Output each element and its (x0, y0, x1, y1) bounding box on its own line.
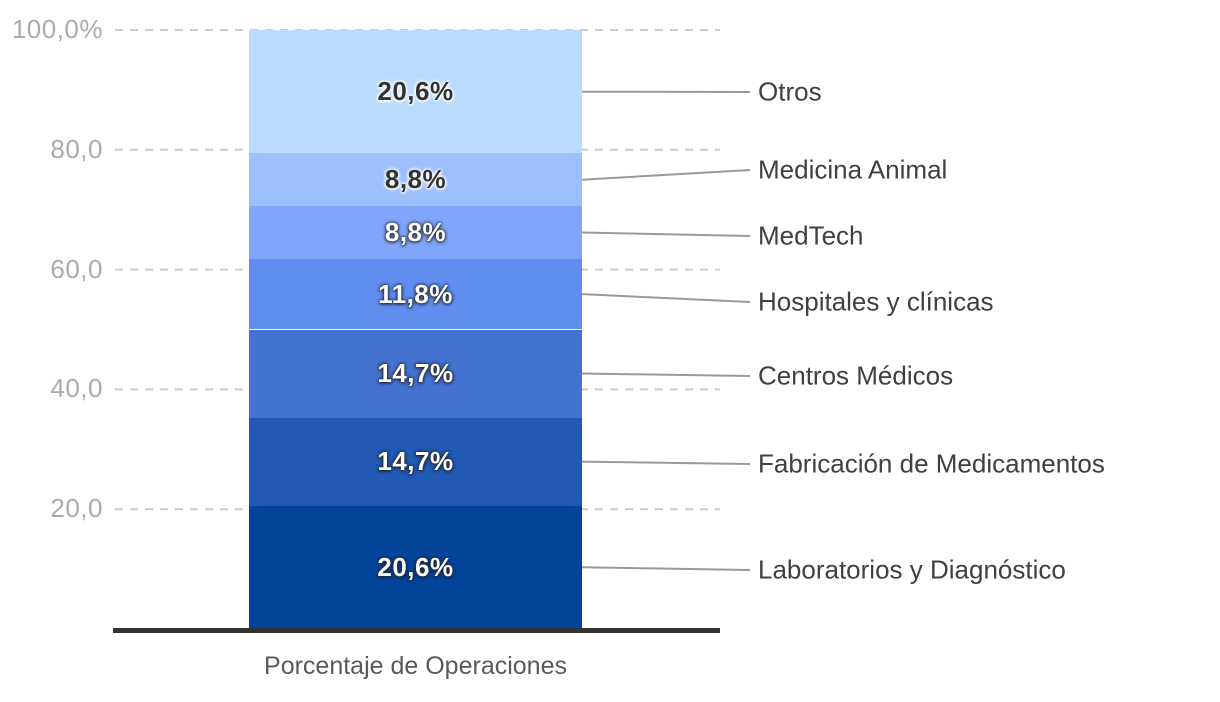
leader-line (581, 293, 751, 303)
leader-line (581, 231, 751, 237)
category-label: Fabricación de Medicamentos (758, 448, 1105, 479)
x-axis-line (113, 628, 720, 633)
bar-segment-2: 8,8% (249, 153, 582, 207)
leader-line (581, 169, 751, 181)
category-label: Hospitales y clínicas (758, 286, 994, 317)
bar-segment-3: 8,8% (249, 206, 582, 259)
leader-line (581, 372, 751, 377)
segment-value-label: 11,8% (378, 278, 453, 309)
segment-value-label: 20,6% (377, 551, 454, 582)
segment-value-label: 20,6% (377, 76, 454, 107)
category-label: MedTech (758, 220, 864, 251)
x-axis-title: Porcentaje de Operaciones (264, 652, 567, 680)
category-label: Centros Médicos (758, 360, 954, 391)
leader-line (581, 460, 751, 465)
category-label: Otros (758, 76, 822, 107)
segment-value-label: 8,8% (384, 164, 447, 195)
segment-value-label: 8,8% (384, 216, 447, 247)
bar-segment-7: 20,6% (249, 505, 582, 629)
bar-segment-6: 14,7% (249, 417, 582, 506)
category-label: Medicina Animal (758, 154, 948, 185)
category-label: Laboratorios y Diagnóstico (758, 554, 1066, 585)
bar-segment-1: 20,6% (249, 30, 582, 154)
segment-value-label: 14,7% (377, 446, 454, 477)
y-axis-tick-label: 80,0 (50, 133, 103, 164)
y-axis-tick-label: 40,0 (50, 373, 103, 404)
y-axis-tick-label: 20,0 (50, 493, 103, 524)
leader-line (581, 566, 751, 571)
y-axis-tick-label: 100,0% (11, 13, 103, 44)
bar-segment-5: 14,7% (249, 329, 582, 418)
y-axis-tick-label: 60,0 (50, 253, 103, 284)
bar-segment-4: 11,8% (249, 258, 582, 330)
segment-value-label: 14,7% (377, 358, 454, 389)
